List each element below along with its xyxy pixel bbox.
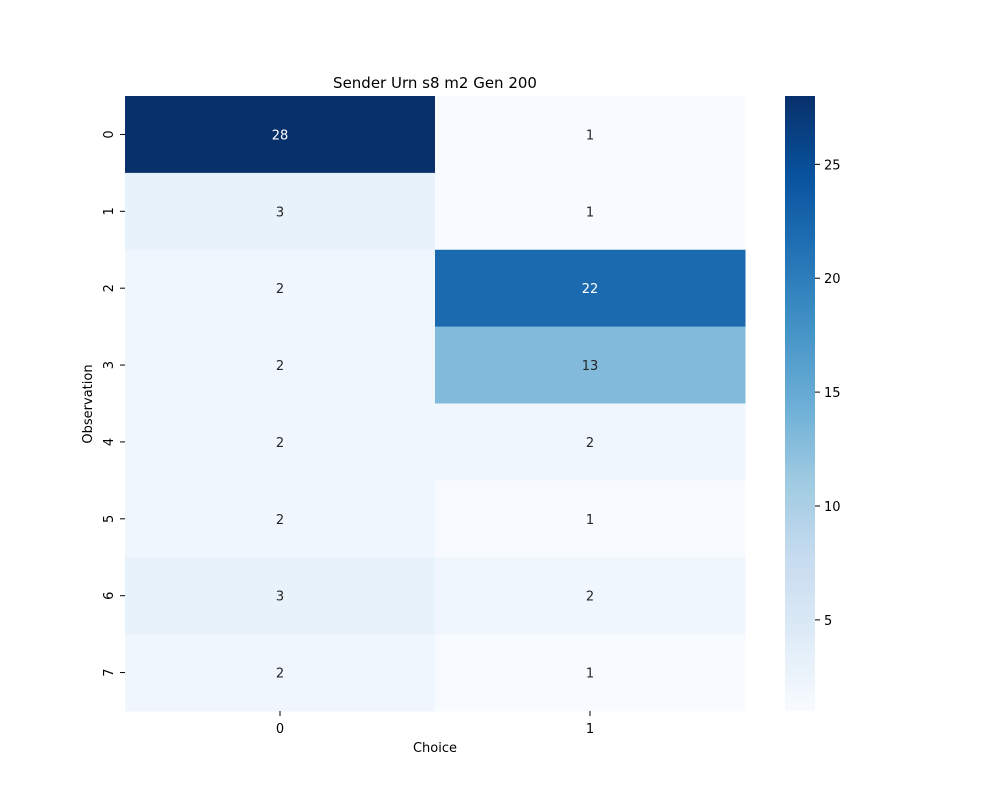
heatmap-cell [125,634,436,712]
x-tick-label: 0 [276,722,284,737]
chart-title: Sender Urn s8 m2 Gen 200 [333,74,537,92]
y-tick-label: 1 [102,207,117,215]
colorbar-tick-label: 5 [824,614,832,629]
cell-value-label: 1 [586,667,594,682]
cell-value-label: 2 [276,282,284,297]
heatmap-cell [125,96,436,174]
cell-value-label: 2 [586,590,594,605]
y-tick-label: 7 [102,668,117,676]
cell-value-label: 22 [582,282,599,297]
heatmap-cell [435,96,746,174]
cell-value-label: 1 [586,128,594,143]
heatmap-cell [435,480,746,558]
heatmap-cell [125,172,436,251]
cell-value-label: 2 [276,667,284,682]
cell-value-label: 2 [276,436,284,451]
x-tick-label: 1 [586,722,594,737]
heatmap-cell [435,172,746,251]
cell-value-label: 1 [586,513,594,528]
heatmap-cell [125,326,436,404]
heatmap-cell [125,557,436,635]
heatmap-cell [125,480,436,558]
cell-value-label: 3 [276,590,284,605]
colorbar-tick-label: 25 [824,158,841,173]
colorbar-tick-label: 10 [824,500,841,515]
y-tick-label: 3 [102,361,117,369]
cell-value-label: 2 [586,436,594,451]
y-tick-label: 2 [102,284,117,292]
cell-value-label: 3 [276,205,284,220]
heatmap-cells [125,96,746,712]
cell-value-labels: 28 13 12 222 132 22 13 22 1 [272,128,599,681]
cell-value-label: 2 [276,513,284,528]
cell-value-label: 13 [582,359,599,374]
x-axis-label: Choice [413,741,457,756]
heatmap-cell [435,403,746,481]
colorbar-ticks: 5 10 15 20 25 [815,158,841,629]
cell-value-label: 1 [586,205,594,220]
heatmap-cell [435,326,746,404]
y-axis-label: Observation [81,364,96,443]
cell-value-label: 28 [272,128,289,143]
y-tick-label: 4 [102,438,117,446]
cell-value-label: 2 [276,359,284,374]
y-tick-label: 6 [102,592,117,600]
y-tick-label: 0 [102,130,117,138]
heatmap-cell [435,249,746,328]
heatmap-cell [125,403,436,481]
heatmap-cell [435,634,746,712]
y-tick-label: 5 [102,515,117,523]
colorbar [785,96,815,711]
heatmap-cell [435,557,746,635]
heatmap-cell [125,249,436,328]
y-axis-ticks: 0 1 2 3 4 5 6 7 [102,130,125,677]
colorbar-tick-label: 15 [824,386,841,401]
colorbar-tick-label: 20 [824,272,841,287]
